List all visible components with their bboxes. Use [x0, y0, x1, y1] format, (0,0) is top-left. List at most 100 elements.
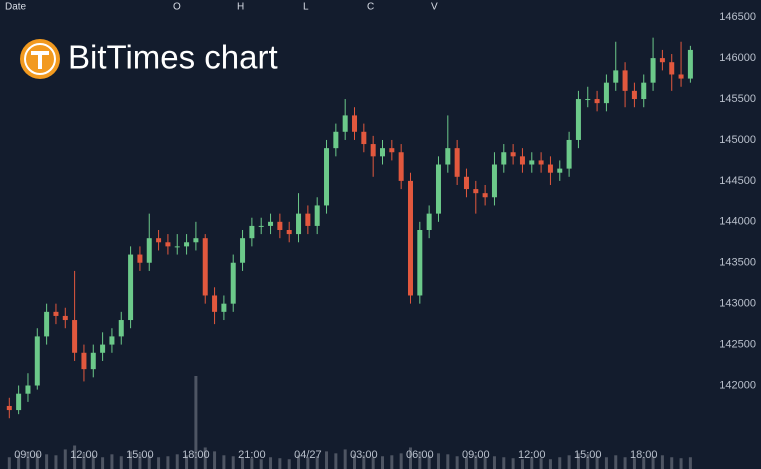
volume-bar [632, 458, 636, 469]
logo-t [31, 51, 49, 69]
candle-body [90, 352, 96, 370]
volume-bar [446, 454, 450, 469]
volume-bar [408, 447, 412, 469]
candle-body [314, 205, 320, 226]
volume-bar [101, 457, 105, 469]
y-tick-label: 145500 [719, 93, 756, 105]
volume-bar [567, 455, 571, 469]
x-tick-label: 09:00 [14, 449, 42, 461]
volume-bar [297, 455, 301, 469]
volume-bar [502, 457, 506, 469]
candle-body [296, 213, 302, 235]
candle-body [557, 168, 563, 173]
volume-bar [595, 456, 599, 469]
volume-bar [511, 458, 515, 469]
candle-body [352, 115, 358, 132]
volume-bar [63, 449, 67, 469]
volume-bar [576, 453, 580, 469]
volume-bar [17, 455, 21, 469]
chart-title: BitTimes chart [68, 39, 278, 76]
candle-body [53, 311, 59, 316]
volume-bar [688, 457, 692, 469]
volume-bars [7, 376, 692, 469]
y-tick-label: 144000 [719, 216, 756, 228]
candle-body [72, 320, 78, 353]
x-tick-label: 06:00 [406, 449, 434, 461]
volume-bar [399, 453, 403, 469]
volume-bar [138, 453, 142, 469]
volume-bar [325, 451, 329, 469]
volume-bar [185, 455, 189, 469]
x-tick-label: 15:00 [574, 449, 602, 461]
candle-body [128, 254, 134, 321]
candle-body [463, 176, 469, 190]
volume-bar [483, 457, 487, 469]
x-tick-label: 18:00 [182, 449, 210, 461]
x-tick-label: 12:00 [518, 449, 546, 461]
candles [6, 37, 693, 419]
y-tick-label: 142500 [719, 338, 756, 350]
volume-bar [45, 454, 49, 469]
candle-body [491, 164, 497, 198]
volume-bar [679, 458, 683, 469]
volume-bar [343, 449, 347, 469]
candle-body [202, 238, 208, 296]
header-high: H [237, 2, 244, 13]
candle-body [659, 58, 665, 63]
volume-bar [194, 376, 198, 469]
volume-bar [35, 453, 39, 469]
volume-bar [362, 455, 366, 469]
volume-bar [175, 454, 179, 469]
volume-bar [166, 456, 170, 469]
x-tick-label: 15:00 [126, 449, 154, 461]
candle-body [538, 160, 544, 165]
volume-bar [651, 456, 655, 469]
candle-body [286, 229, 292, 235]
candle-body [407, 180, 413, 296]
volume-bar [278, 458, 282, 469]
volume-bar [231, 456, 235, 469]
candle-body [510, 152, 516, 157]
volume-bar [157, 457, 161, 469]
y-tick-label: 146000 [719, 52, 756, 64]
volume-bar [520, 459, 524, 469]
candle-body [603, 82, 609, 104]
candle-body [230, 262, 236, 304]
volume-bar [241, 457, 245, 469]
candle-body [165, 242, 171, 247]
candle-body [109, 336, 115, 345]
candle-body [519, 156, 525, 165]
volume-bar [353, 454, 357, 469]
volume-bar [306, 457, 310, 469]
header-open: O [173, 2, 181, 13]
volume-bar [455, 456, 459, 469]
candle-body [137, 254, 143, 263]
volume-bar [334, 453, 338, 469]
candle-body [389, 148, 395, 153]
candle-body [547, 164, 553, 173]
candle-body [81, 352, 87, 370]
candle-body [426, 213, 432, 230]
candle-body [398, 152, 404, 181]
candle-body [146, 238, 152, 263]
candle-body [669, 62, 675, 75]
candle-body [333, 131, 339, 149]
candle-body [184, 242, 190, 247]
candle-body [118, 320, 124, 337]
volume-bar [259, 459, 263, 469]
volume-bar [129, 451, 133, 469]
volume-bar [539, 458, 543, 469]
volume-bar [660, 455, 664, 469]
volume-bar [7, 457, 11, 469]
volume-bar [287, 459, 291, 469]
y-tick-label: 145000 [719, 134, 756, 146]
candle-body [501, 152, 507, 165]
volume-bar [269, 457, 273, 469]
candle-body [174, 246, 180, 248]
candle-body [687, 49, 693, 79]
candle-body [44, 311, 50, 337]
volume-bar [110, 454, 114, 469]
volume-bar [119, 456, 123, 469]
volume-bar [418, 451, 422, 469]
